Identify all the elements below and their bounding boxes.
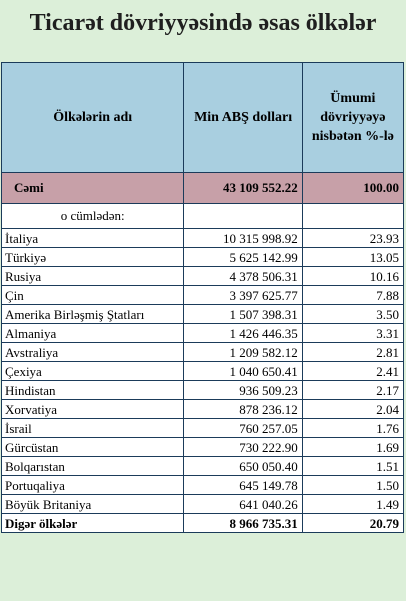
- country-name: İsrail: [0, 418, 185, 438]
- table-row: Gürcüstan 730 222.90 1.69: [0, 437, 405, 457]
- subheading-label: o cümlədən:: [0, 203, 185, 229]
- country-name: Almaniya: [0, 323, 185, 343]
- country-percent: 23.93: [301, 228, 405, 248]
- country-name: Türkiyə: [0, 247, 185, 267]
- country-name: Çexiya: [0, 361, 185, 381]
- other-countries-row: Digər ölkələr 8 966 735.31 20.79: [0, 513, 405, 533]
- country-name: Bolqarıstan: [0, 456, 185, 476]
- country-name: Gürcüstan: [0, 437, 185, 457]
- table-row: İsrail 760 257.05 1.76: [0, 418, 405, 438]
- country-rows: İtaliya 10 315 998.92 23.93 Türkiyə 5 625 14…: [0, 228, 405, 514]
- country-percent: 2.17: [301, 380, 405, 400]
- country-value: 641 040.26: [183, 494, 303, 514]
- table-row: Böyük Britaniya 641 040.26 1.49: [0, 494, 405, 514]
- country-percent: 1.49: [301, 494, 405, 514]
- other-value: 8 966 735.31: [183, 513, 303, 533]
- country-percent: 10.16: [301, 266, 405, 286]
- country-name: Rusiya: [0, 266, 185, 286]
- table-row: Bolqarıstan 650 050.40 1.51: [0, 456, 405, 476]
- table-row: Çin 3 397 625.77 7.88: [0, 285, 405, 305]
- table-row: Xorvatiya 878 236.12 2.04: [0, 399, 405, 419]
- table-row: Hindistan 936 509.23 2.17: [0, 380, 405, 400]
- total-value: 43 109 552.22: [183, 172, 303, 204]
- country-percent: 1.76: [301, 418, 405, 438]
- country-name: Avstraliya: [0, 342, 185, 362]
- country-percent: 1.51: [301, 456, 405, 476]
- country-value: 936 509.23: [183, 380, 303, 400]
- country-value: 878 236.12: [183, 399, 303, 419]
- total-percent: 100.00: [301, 172, 405, 204]
- other-label: Digər ölkələr: [0, 513, 185, 533]
- country-percent: 3.31: [301, 323, 405, 343]
- country-value: 1 507 398.31: [183, 304, 303, 324]
- country-percent: 2.81: [301, 342, 405, 362]
- total-label: Cəmi: [0, 172, 185, 204]
- header-country: Ölkələrin adı: [0, 62, 185, 173]
- table-row: Portuqaliya 645 149.78 1.50: [0, 475, 405, 495]
- country-name: Böyük Britaniya: [0, 494, 185, 514]
- country-percent: 1.69: [301, 437, 405, 457]
- country-percent: 2.04: [301, 399, 405, 419]
- country-percent: 3.50: [301, 304, 405, 324]
- country-value: 730 222.90: [183, 437, 303, 457]
- table-row: Türkiyə 5 625 142.99 13.05: [0, 247, 405, 267]
- country-value: 645 149.78: [183, 475, 303, 495]
- country-value: 5 625 142.99: [183, 247, 303, 267]
- table-row: Amerika Birləşmiş Ştatları 1 507 398.31 3.…: [0, 304, 405, 324]
- table-header-row: Ölkələrin adı Min ABŞ dolları Ümumi dövr…: [0, 62, 405, 173]
- other-percent: 20.79: [301, 513, 405, 533]
- subheading-row: o cümlədən:: [0, 203, 405, 229]
- table-row: Almaniya 1 426 446.35 3.31: [0, 323, 405, 343]
- country-value: 760 257.05: [183, 418, 303, 438]
- country-name: İtaliya: [0, 228, 185, 248]
- country-percent: 2.41: [301, 361, 405, 381]
- country-name: Portuqaliya: [0, 475, 185, 495]
- country-value: 650 050.40: [183, 456, 303, 476]
- header-value: Min ABŞ dolları: [183, 62, 303, 173]
- country-percent: 13.05: [301, 247, 405, 267]
- country-percent: 7.88: [301, 285, 405, 305]
- page-title: Ticarət dövriyyəsində əsas ölkələr: [29, 10, 377, 36]
- country-name: Amerika Birləşmiş Ştatları: [0, 304, 185, 324]
- country-name: Çin: [0, 285, 185, 305]
- table-row: Avstraliya 1 209 582.12 2.81: [0, 342, 405, 362]
- country-value: 1 040 650.41: [183, 361, 303, 381]
- country-percent: 1.50: [301, 475, 405, 495]
- table-row: Rusiya 4 378 506.31 10.16: [0, 266, 405, 286]
- country-name: Hindistan: [0, 380, 185, 400]
- table-row: İtaliya 10 315 998.92 23.93: [0, 228, 405, 248]
- total-row: Cəmi 43 109 552.22 100.00: [0, 172, 405, 204]
- trade-table: Ölkələrin adı Min ABŞ dolları Ümumi dövr…: [0, 62, 405, 533]
- country-value: 4 378 506.31: [183, 266, 303, 286]
- country-value: 1 426 446.35: [183, 323, 303, 343]
- country-value: 10 315 998.92: [183, 228, 303, 248]
- header-percent: Ümumi dövriyyəyə nisbətən %-lə: [301, 62, 405, 173]
- table-row: Çexiya 1 040 650.41 2.41: [0, 361, 405, 381]
- country-name: Xorvatiya: [0, 399, 185, 419]
- country-value: 3 397 625.77: [183, 285, 303, 305]
- country-value: 1 209 582.12: [183, 342, 303, 362]
